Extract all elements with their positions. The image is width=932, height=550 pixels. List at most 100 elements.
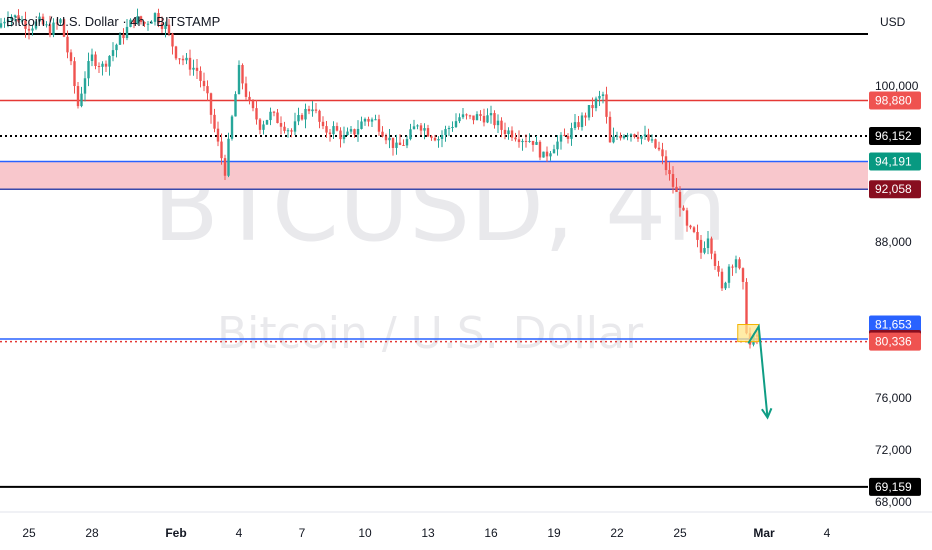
candle-body <box>332 126 335 135</box>
candle-body <box>587 105 591 118</box>
candle-body <box>367 118 370 122</box>
zones-layer <box>0 161 868 190</box>
candle-body <box>451 126 454 129</box>
candle <box>538 140 542 161</box>
candle-body <box>524 140 528 142</box>
candle <box>80 86 83 108</box>
candle <box>454 113 458 128</box>
candle-body <box>671 174 675 187</box>
candle-body <box>192 67 195 70</box>
candle-body <box>297 115 300 122</box>
candle <box>118 32 122 45</box>
candle-body <box>472 115 475 121</box>
candle <box>59 17 62 25</box>
candle <box>45 21 48 28</box>
candle-body <box>598 95 601 99</box>
candle <box>563 128 566 137</box>
candle <box>475 111 479 121</box>
candle <box>391 137 395 156</box>
candle-body <box>458 117 461 122</box>
candle <box>146 21 150 31</box>
candle <box>349 125 353 134</box>
candle-body <box>52 22 55 36</box>
x-tick-label: 13 <box>421 526 435 540</box>
candle-body <box>685 210 689 226</box>
support-zone <box>0 161 868 190</box>
candle-body <box>283 126 286 131</box>
candle <box>143 21 146 27</box>
candle-body <box>591 105 594 109</box>
candle-body <box>129 19 132 27</box>
candle-body <box>31 28 34 31</box>
candle <box>706 231 710 255</box>
candle <box>34 19 38 31</box>
candle-body <box>237 65 241 95</box>
candle <box>265 119 269 126</box>
candle-body <box>17 15 20 22</box>
candle-body <box>454 121 458 127</box>
candle <box>181 55 185 66</box>
candle-body <box>412 126 416 130</box>
candle-body <box>230 116 234 139</box>
candle <box>594 96 598 112</box>
candle <box>559 132 563 150</box>
candle-body <box>311 109 314 112</box>
candle-body <box>370 119 374 122</box>
x-tick-label: 28 <box>85 526 99 540</box>
candle-body <box>216 128 220 142</box>
candle-body <box>38 16 41 22</box>
candle-body <box>507 130 510 135</box>
candle-body <box>255 108 258 120</box>
candle <box>62 18 66 38</box>
candle <box>412 119 416 130</box>
candle-body <box>433 137 437 141</box>
candle <box>710 236 713 260</box>
candle <box>622 134 626 140</box>
candle <box>500 117 503 138</box>
candle-body <box>335 126 339 131</box>
candle <box>216 121 220 147</box>
candle <box>192 59 195 76</box>
candle <box>10 14 13 27</box>
price-axis[interactable]: 100,000 88,000 76,000 72,000 68,000 <box>875 79 919 509</box>
candle-body <box>437 139 440 141</box>
price-tag-label: 81,653 <box>875 318 912 332</box>
candle-body <box>542 151 545 158</box>
candle-body <box>262 124 265 130</box>
candle-body <box>447 128 451 130</box>
x-tick-label: 10 <box>358 526 372 540</box>
candle-body <box>724 282 727 289</box>
x-tick-label: 25 <box>673 526 687 540</box>
candle <box>650 134 654 143</box>
candle-body <box>633 134 636 138</box>
candle-body <box>104 63 108 67</box>
candle-body <box>87 61 90 79</box>
x-tick-label: 7 <box>299 526 306 540</box>
candle <box>654 138 657 149</box>
currency-label[interactable]: USD <box>880 15 906 29</box>
candle-body <box>248 96 251 101</box>
candle-body <box>580 115 584 128</box>
candle-body <box>489 113 493 116</box>
candle-body <box>272 111 276 113</box>
candle-body <box>745 281 748 334</box>
candle-body <box>339 130 342 140</box>
candle <box>157 8 160 28</box>
candle <box>76 82 80 109</box>
candle <box>370 117 374 127</box>
price-tag-label: 98,880 <box>875 94 912 108</box>
candle-body <box>97 66 101 68</box>
candle <box>461 108 465 120</box>
candle <box>465 113 468 120</box>
time-axis[interactable]: 25 28 Feb 4 7 10 13 16 19 22 25 Mar 4 <box>0 511 932 540</box>
candle-body <box>209 93 213 115</box>
chart-title: Bitcoin / U.S. Dollar · 4h · BITSTAMP <box>6 14 220 29</box>
price-tag-bg <box>869 477 921 496</box>
candle-body <box>395 142 398 148</box>
x-tick-label: 19 <box>547 526 561 540</box>
candle-body <box>528 140 531 142</box>
projection-arrow[interactable] <box>747 323 769 418</box>
candle <box>496 114 500 134</box>
candle <box>566 133 570 144</box>
